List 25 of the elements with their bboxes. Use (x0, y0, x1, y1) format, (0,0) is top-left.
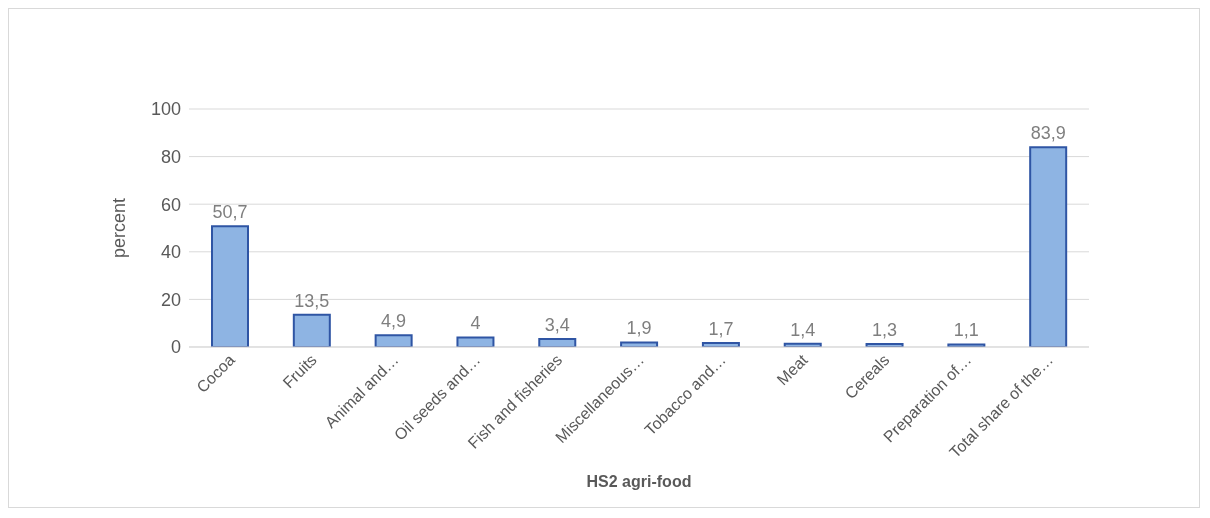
x-axis-title: HS2 agri-food (586, 473, 692, 490)
data-label: 83,9 (1030, 123, 1066, 144)
bar (211, 225, 249, 347)
y-tick-label: 0 (170, 337, 181, 358)
data-label: 4,9 (381, 311, 407, 332)
data-label: 1,4 (790, 319, 816, 340)
bar (620, 341, 659, 347)
y-tick-label: 20 (160, 289, 181, 310)
data-label: 1,1 (953, 320, 979, 341)
data-label: 1,7 (708, 318, 734, 339)
data-label: 1,9 (626, 318, 652, 339)
data-label: 1,3 (872, 319, 898, 340)
y-axis-title: percent (109, 197, 130, 259)
y-tick-label: 40 (160, 242, 181, 263)
bar (292, 313, 331, 347)
bar (1029, 146, 1068, 347)
data-label: 13,5 (294, 290, 330, 311)
data-label: 4 (470, 313, 481, 334)
bar (456, 336, 495, 347)
data-label: 3,4 (544, 314, 570, 335)
data-label: 50,7 (212, 202, 248, 223)
y-tick-label: 100 (150, 99, 181, 120)
bar (374, 334, 413, 347)
y-tick-label: 60 (160, 194, 181, 215)
y-tick-label: 80 (160, 146, 181, 167)
